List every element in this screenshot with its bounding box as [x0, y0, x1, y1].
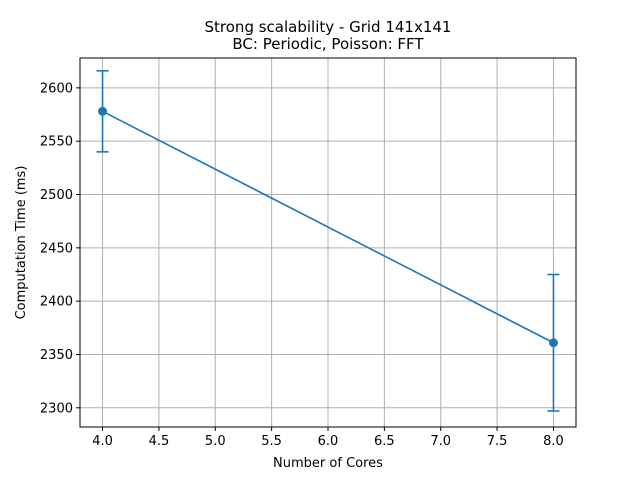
- x-axis-label: Number of Cores: [273, 456, 383, 471]
- x-tick-label: 6.0: [318, 434, 339, 449]
- x-tick-label: 8.0: [543, 434, 564, 449]
- data-point: [548, 338, 558, 348]
- y-tick-label: 2600: [40, 81, 73, 96]
- x-tick-label: 7.5: [487, 434, 508, 449]
- ticks-layer: 4.0 4.5 5.0 5.5 6.0 6.5 7.0 7.5 8.0 2300 2350 2400 2…: [40, 81, 564, 449]
- y-tick-label: 2450: [40, 241, 73, 256]
- y-tick-label: 2300: [40, 401, 73, 416]
- y-tick-label: 2500: [40, 188, 73, 203]
- data-layer: [96, 69, 560, 412]
- series-line: [102, 110, 554, 344]
- grid-layer: [80, 58, 576, 427]
- y-tick-label: 2550: [40, 135, 73, 150]
- x-tick-label: 4.0: [92, 434, 113, 449]
- chart-title-line-1: Strong scalability - Grid 141x141: [205, 18, 452, 36]
- x-tick-label: 7.0: [430, 434, 451, 449]
- y-axis-label: Computation Time (ms): [14, 166, 29, 320]
- data-point: [98, 106, 108, 116]
- x-tick-label: 6.5: [374, 434, 395, 449]
- y-tick-label: 2400: [40, 295, 73, 310]
- x-tick-label: 5.0: [205, 434, 226, 449]
- chart-title-line-2: BC: Periodic, Poisson: FFT: [232, 35, 424, 53]
- x-tick-label: 4.5: [149, 434, 170, 449]
- x-tick-label: 5.5: [261, 434, 282, 449]
- y-tick-label: 2350: [40, 348, 73, 363]
